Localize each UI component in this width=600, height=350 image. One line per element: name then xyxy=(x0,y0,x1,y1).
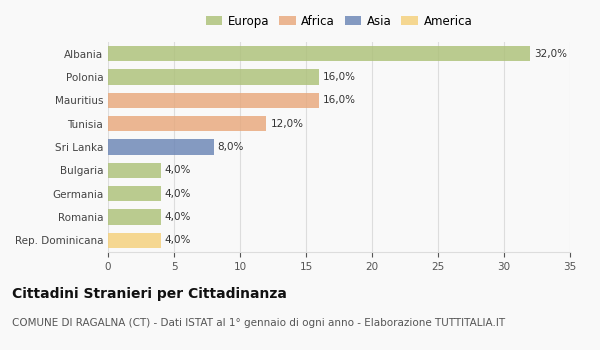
Legend: Europa, Africa, Asia, America: Europa, Africa, Asia, America xyxy=(203,12,475,30)
Bar xyxy=(108,116,266,131)
Text: 16,0%: 16,0% xyxy=(323,72,356,82)
Text: 16,0%: 16,0% xyxy=(323,95,356,105)
Bar xyxy=(108,46,530,61)
Bar xyxy=(108,69,319,85)
Text: COMUNE DI RAGALNA (CT) - Dati ISTAT al 1° gennaio di ogni anno - Elaborazione TU: COMUNE DI RAGALNA (CT) - Dati ISTAT al 1… xyxy=(12,318,505,329)
Text: 32,0%: 32,0% xyxy=(535,49,568,59)
Text: 4,0%: 4,0% xyxy=(165,235,191,245)
Bar xyxy=(108,209,161,225)
Bar xyxy=(108,139,214,155)
Text: 8,0%: 8,0% xyxy=(218,142,244,152)
Bar xyxy=(108,93,319,108)
Bar xyxy=(108,163,161,178)
Text: Cittadini Stranieri per Cittadinanza: Cittadini Stranieri per Cittadinanza xyxy=(12,287,287,301)
Bar xyxy=(108,233,161,248)
Bar xyxy=(108,186,161,201)
Text: 4,0%: 4,0% xyxy=(165,165,191,175)
Text: 4,0%: 4,0% xyxy=(165,212,191,222)
Text: 12,0%: 12,0% xyxy=(271,119,304,129)
Text: 4,0%: 4,0% xyxy=(165,189,191,199)
